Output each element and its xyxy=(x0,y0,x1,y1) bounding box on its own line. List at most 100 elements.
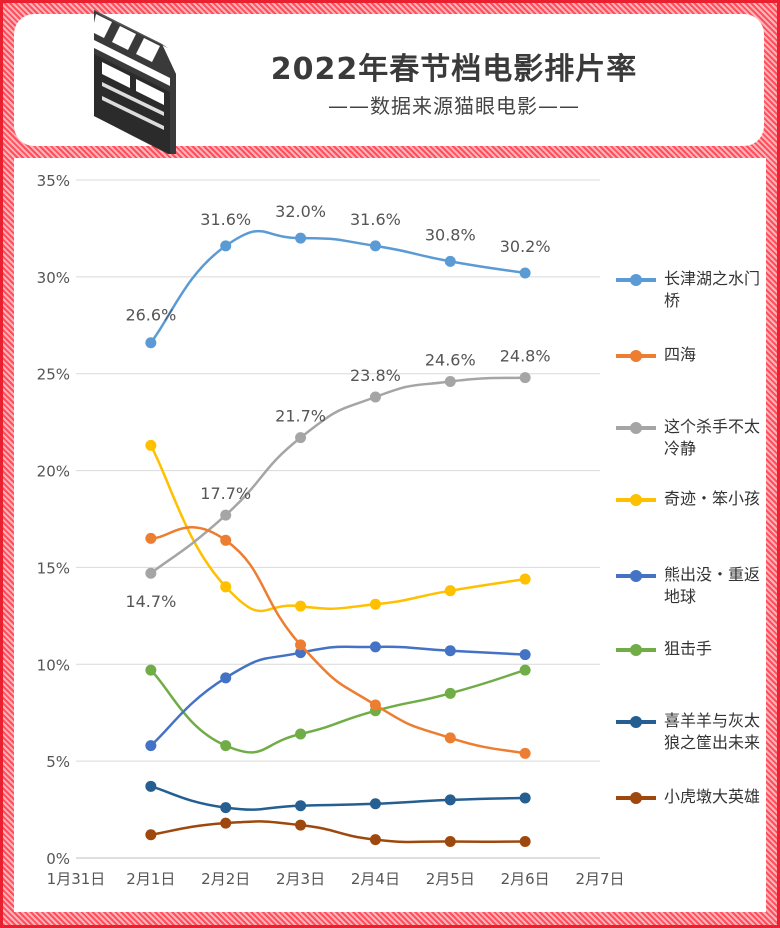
data-label-changjinhu: 32.0% xyxy=(275,202,326,221)
data-point-sihai xyxy=(145,532,157,544)
data-point-qiji xyxy=(295,600,307,612)
data-point-qiji xyxy=(519,573,531,585)
y-tick-label: 30% xyxy=(37,269,70,287)
data-label-changjinhu: 31.6% xyxy=(200,210,251,229)
legend-label: 长津湖之水门桥 xyxy=(664,269,761,310)
legend-label: 这个杀手不太冷静 xyxy=(664,417,761,458)
legend-marker xyxy=(630,716,642,728)
data-label-shashou: 24.8% xyxy=(500,347,551,366)
legend-marker xyxy=(630,350,642,362)
data-point-xiongchumei xyxy=(145,740,157,752)
data-label-changjinhu: 31.6% xyxy=(350,210,401,229)
data-point-xiaohudun xyxy=(519,836,531,848)
data-point-xiaohudun xyxy=(295,819,307,831)
x-tick-label: 2月7日 xyxy=(575,870,624,888)
data-label-changjinhu: 30.2% xyxy=(500,237,551,256)
data-point-sihai xyxy=(220,534,232,546)
data-point-shashou xyxy=(295,432,307,444)
data-point-xiyangyang xyxy=(145,780,157,792)
y-tick-label: 10% xyxy=(37,656,70,674)
data-point-xiongchumei xyxy=(295,647,307,659)
series-line-xiongchumei xyxy=(150,645,526,747)
x-tick-label: 2月2日 xyxy=(201,870,250,888)
data-point-xiongchumei xyxy=(444,645,456,657)
data-point-changjinhu xyxy=(369,240,381,252)
data-point-xiyangyang xyxy=(220,802,232,814)
x-tick-label: 2月3日 xyxy=(276,870,325,888)
data-label-shashou: 23.8% xyxy=(350,366,401,385)
data-label-shashou: 21.7% xyxy=(275,407,326,426)
data-point-xiaohudun xyxy=(444,836,456,848)
data-point-jujishou xyxy=(220,740,232,752)
data-point-sihai xyxy=(369,699,381,711)
data-label-shashou: 17.7% xyxy=(200,484,251,503)
data-point-changjinhu xyxy=(295,232,307,244)
x-tick-label: 2月5日 xyxy=(426,870,475,888)
data-point-qiji xyxy=(444,585,456,597)
data-point-xiongchumei xyxy=(220,672,232,684)
legend-swatch xyxy=(616,644,656,656)
legend-label: 小虎墩大英雄 xyxy=(664,787,761,806)
chart-card: 0% 5% 10% 15% 20% 25% 30% 35% 1月31日 2月1日 2月2日 2月3日 2… xyxy=(14,158,766,912)
legend-swatch xyxy=(616,350,656,362)
legend-marker xyxy=(630,570,642,582)
legend-marker xyxy=(630,274,642,286)
data-point-xiaohudun xyxy=(369,834,381,846)
data-point-xiaohudun xyxy=(220,817,232,829)
data-point-changjinhu xyxy=(145,337,157,349)
legend-label: 熊出没・重返地球 xyxy=(664,565,761,606)
x-tick-label: 1月31日 xyxy=(47,870,106,888)
y-tick-label: 15% xyxy=(37,559,70,577)
y-tick-label: 5% xyxy=(46,753,70,771)
data-point-xiongchumei xyxy=(369,641,381,653)
clapperboard-icon xyxy=(92,10,176,154)
data-point-changjinhu xyxy=(444,255,456,267)
data-point-shashou xyxy=(444,375,456,387)
data-point-xiongchumei xyxy=(519,649,531,661)
data-point-xiyangyang xyxy=(519,792,531,804)
series-line-xiyangyang xyxy=(150,785,526,811)
y-tick-label: 20% xyxy=(37,463,70,481)
data-point-sihai xyxy=(444,732,456,744)
legend-marker xyxy=(630,792,642,804)
data-point-sihai xyxy=(519,747,531,759)
legend-label: 四海 xyxy=(664,345,697,364)
legend-label: 奇迹・笨小孩 xyxy=(664,489,761,508)
data-point-shashou xyxy=(519,372,531,384)
line-chart: 0% 5% 10% 15% 20% 25% 30% 35% 1月31日 2月1日 2月2日 2月3日 2… xyxy=(37,172,625,888)
data-point-changjinhu xyxy=(220,240,232,252)
data-point-jujishou xyxy=(519,664,531,676)
data-point-xiaohudun xyxy=(145,829,157,841)
legend-swatch xyxy=(616,792,656,804)
x-tick-label: 2月4日 xyxy=(351,870,400,888)
series-line-shashou xyxy=(150,376,526,575)
y-tick-label: 35% xyxy=(37,172,70,190)
data-point-qiji xyxy=(369,598,381,610)
legend-swatch xyxy=(616,274,656,286)
data-point-qiji xyxy=(145,439,157,451)
data-point-xiyangyang xyxy=(369,798,381,810)
legend-swatch xyxy=(616,570,656,582)
legend-swatch xyxy=(616,716,656,728)
legend-label: 喜羊羊与灰太狼之筐出未来 xyxy=(664,711,761,752)
series-line-xiaohudun xyxy=(150,820,526,844)
data-point-sihai xyxy=(295,639,307,651)
data-point-jujishou xyxy=(295,728,307,740)
data-point-xiyangyang xyxy=(444,794,456,806)
data-label-shashou: 14.7% xyxy=(125,592,176,611)
data-point-jujishou xyxy=(444,687,456,699)
series-line-changjinhu xyxy=(149,229,526,344)
legend-marker xyxy=(630,494,642,506)
data-point-shashou xyxy=(145,567,157,579)
x-tick-label: 2月6日 xyxy=(501,870,550,888)
data-point-xiyangyang xyxy=(295,800,307,812)
legend-marker xyxy=(630,422,642,434)
legend-marker xyxy=(630,644,642,656)
data-point-jujishou xyxy=(145,664,157,676)
y-tick-label: 0% xyxy=(46,850,70,868)
data-label-changjinhu: 30.8% xyxy=(425,225,476,244)
data-point-changjinhu xyxy=(519,267,531,279)
page-title: 2022年春节档电影排片率 xyxy=(270,52,638,87)
data-point-qiji xyxy=(220,581,232,593)
